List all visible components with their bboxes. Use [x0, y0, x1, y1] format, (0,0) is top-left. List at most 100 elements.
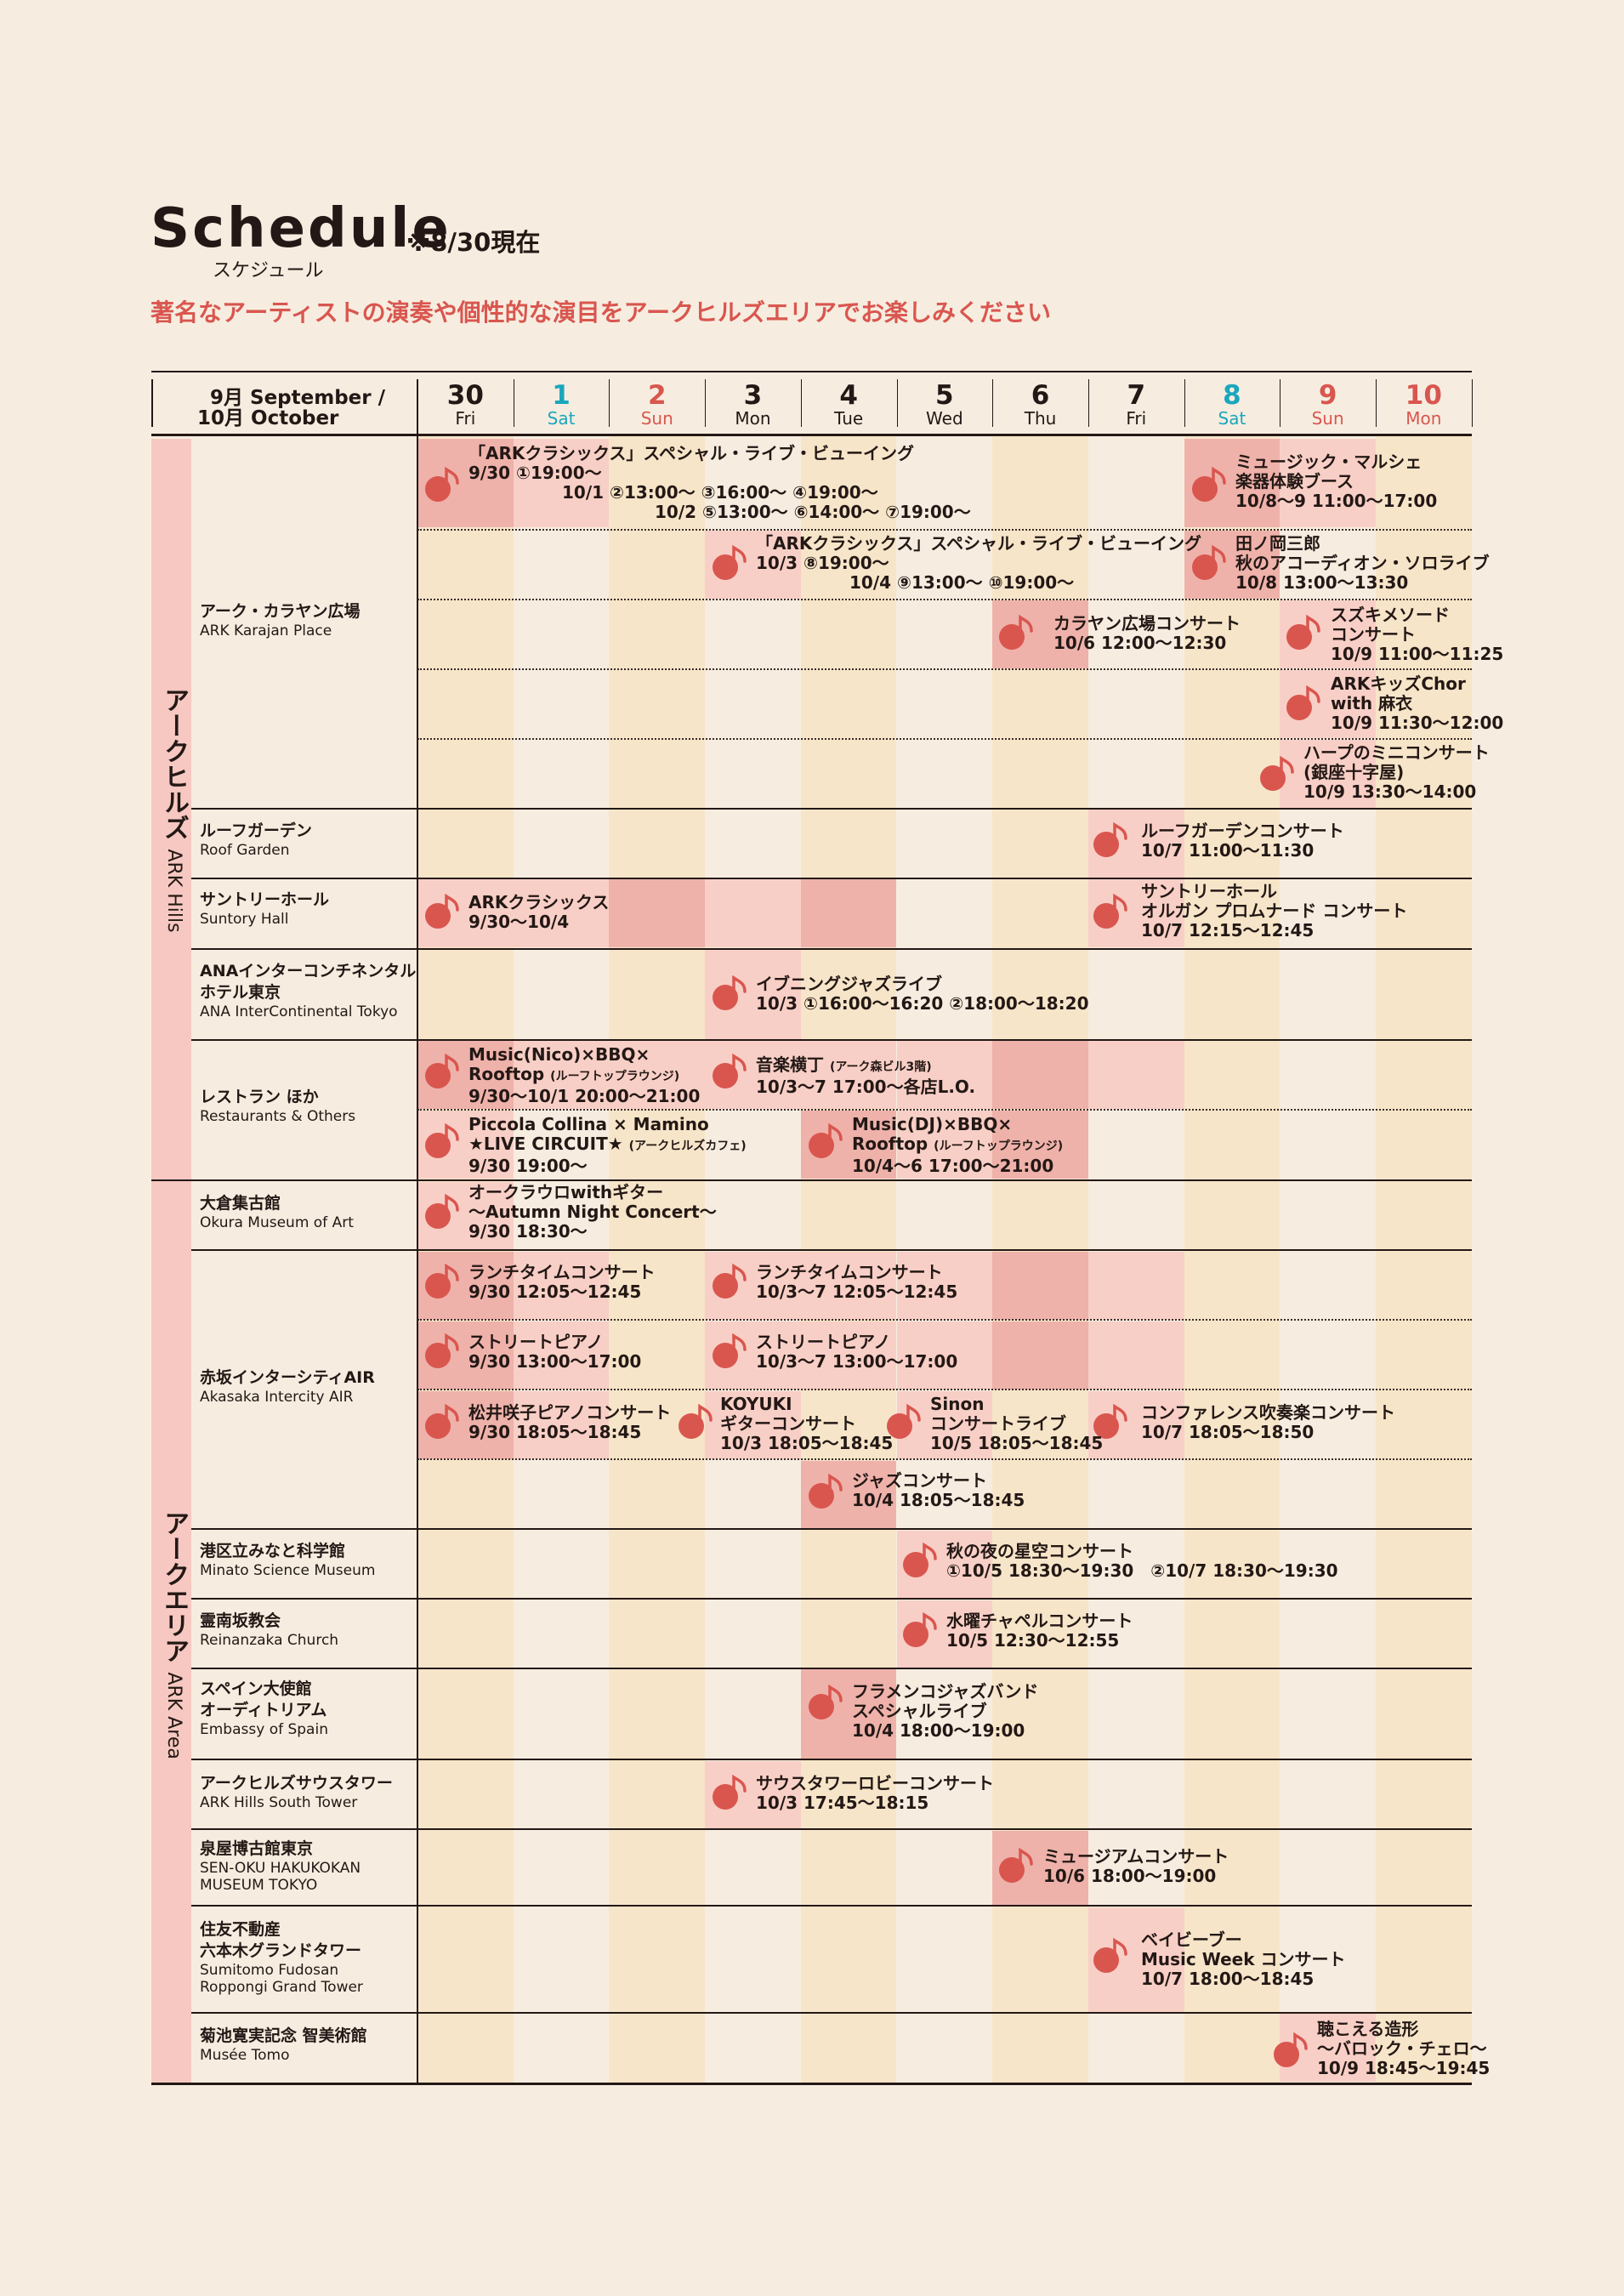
event-ark-classics-viewing-2: 「ARKクラシックス」スペシャル・ライブ・ビューイング 10/3 ⑧19:00〜… [756, 534, 1201, 593]
venue-tomo: 菊池寛実記念 智美術館 Musée Tomo [200, 2026, 367, 2064]
event-lunchtime-concert-2: ランチタイムコンサート 10/3〜7 12:05〜12:45 [756, 1263, 957, 1302]
music-note-icon [809, 1122, 843, 1158]
venue-suntory: サントリーホール Suntory Hall [200, 889, 329, 928]
venue-en: ARK Hills South Tower [200, 1794, 358, 1811]
event-title: ランチタイムコンサート [756, 1262, 943, 1282]
event-title: スズキメソード [1331, 605, 1450, 625]
event-location: (アーク森ビル3階) [829, 1060, 932, 1074]
area-bar-ark-area [151, 1180, 191, 2083]
venue-jp: 霊南坂教会 [200, 1611, 281, 1630]
event-highlight [896, 1321, 993, 1390]
event-highlight [992, 1252, 1088, 1320]
venue-okura: 大倉集古館 Okura Museum of Art [200, 1193, 354, 1231]
row-rule-dotted [417, 599, 1472, 600]
event-title: オルガン プロムナード コンサート [1141, 901, 1408, 921]
event-time: 9/30 18:30〜 [468, 1221, 588, 1242]
row-rule-dotted [417, 1389, 1472, 1390]
event-time: 10/7 18:00〜18:45 [1141, 1969, 1315, 1989]
row-rule [191, 808, 1472, 810]
venue-jp: ホテル東京 [200, 983, 281, 1002]
event-highlight [609, 1041, 706, 1109]
event-title: ARKクラシックス [468, 892, 610, 912]
day-separator [1471, 379, 1473, 427]
event-south-tower-lobby: サウスタワーロビーコンサート 10/3 17:45〜18:15 [756, 1774, 994, 1813]
venue-en: Minato Science Museum [200, 1562, 376, 1579]
area-jp: アークエリア [159, 1510, 189, 1663]
event-organ-promenade: サントリーホール オルガン プロムナード コンサート 10/7 12:15〜12… [1141, 882, 1407, 941]
music-note-icon [903, 1611, 937, 1647]
event-title: 〜Autumn Night Concert〜 [468, 1202, 717, 1222]
event-time: 10/4 18:00〜19:00 [852, 1720, 1025, 1741]
day-separator [800, 379, 802, 427]
day-separator [1184, 379, 1185, 427]
area-label-ark-area: アークエリア ARK Area [155, 1510, 192, 1759]
row-rule-dotted [417, 668, 1472, 670]
event-highlight [513, 1321, 610, 1390]
music-note-icon [999, 614, 1033, 650]
event-highlight [896, 1111, 993, 1179]
day-band [609, 435, 706, 2083]
event-time: 10/9 13:30〜14:00 [1303, 781, 1477, 802]
event-ark-kids-chor: ARKキッズChor with 麻衣 10/9 11:30〜12:00 [1331, 674, 1503, 733]
music-note-icon [713, 1774, 747, 1810]
row-rule [191, 948, 1472, 950]
venue-jp: アーク・カラヤン広場 [200, 602, 361, 621]
event-highlight [513, 1252, 610, 1320]
venue-restaurants: レストラン ほか Restaurants & Others [200, 1087, 355, 1125]
area-label-ark-hills: アークヒルズ ARK Hills [155, 687, 192, 933]
event-suzuki-method: スズキメソード コンサート 10/9 11:00〜11:25 [1331, 605, 1503, 664]
day-separator [417, 379, 418, 427]
venue-jp: 菊池寛実記念 智美術館 [200, 2026, 367, 2045]
event-time: 10/8〜9 11:00〜17:00 [1235, 491, 1438, 511]
header-top-rule [151, 371, 1472, 372]
music-note-icon [1093, 1403, 1127, 1439]
event-street-piano-1: ストリートピアノ 9/30 13:00〜17:00 [468, 1333, 641, 1372]
event-time: 10/4 ⑨13:00〜 ⑩19:00〜 [849, 572, 1075, 593]
event-time: 10/3 ①16:00〜16:20 ②18:00〜18:20 [756, 993, 1089, 1014]
day-number: 9 [1318, 380, 1337, 411]
venue-karajan: アーク・カラヤン広場 ARK Karajan Place [200, 601, 360, 639]
event-highlight [992, 1041, 1088, 1109]
event-music-dj-bbq: Music(DJ)×BBQ× Rooftop (ルーフトップラウンジ) 10/4… [852, 1115, 1063, 1176]
event-ongaku-yokocho: 音楽横丁 (アーク森ビル3階) 10/3〜7 17:00〜各店L.O. [756, 1055, 975, 1097]
event-time: 10/3 17:45〜18:15 [756, 1793, 929, 1813]
row-rule [191, 1598, 1472, 1600]
event-time: 10/3〜7 12:05〜12:45 [756, 1282, 958, 1302]
event-highlight [513, 1041, 610, 1109]
day-separator [896, 379, 898, 427]
row-rule [191, 1249, 1472, 1251]
row-rule [191, 1528, 1472, 1530]
day-number: 2 [647, 380, 667, 411]
event-time: 10/5 18:05〜18:45 [930, 1433, 1104, 1453]
day-number: 4 [839, 380, 858, 411]
day-name: Fri [1126, 408, 1147, 429]
event-title: 秋のアコーディオン・ソロライブ [1235, 553, 1490, 573]
venue-jp: 泉屋博古館東京 [200, 1839, 314, 1858]
day-band [1376, 435, 1472, 2083]
venue-en: Roppongi Grand Tower [200, 1979, 363, 1996]
tagline: 著名なアーティストの演奏や個性的な演目をアークヒルズエリアでお楽しみください [150, 298, 1051, 327]
day-number: 1 [552, 380, 571, 411]
venue-en: SEN-OKU HAKUKOKAN [200, 1860, 361, 1877]
music-note-icon [425, 1122, 459, 1158]
event-title: ストリートピアノ [756, 1332, 891, 1352]
event-title: 〜バロック・チェロ〜 [1317, 2038, 1487, 2059]
event-title: (銀座十字屋) [1303, 762, 1405, 782]
venue-jp: 六本木グランドタワー [200, 1941, 362, 1960]
event-roof-garden-concert: ルーフガーデンコンサート 10/7 11:00〜11:30 [1141, 821, 1344, 861]
venue-column-rule [417, 379, 418, 2084]
day-name: Mon [735, 408, 771, 429]
event-title: サウスタワーロビーコンサート [756, 1773, 994, 1793]
row-rule [191, 1759, 1472, 1760]
event-highlight [800, 879, 897, 947]
venue-akasaka: 赤坂インターシティAIR Akasaka Intercity AIR [200, 1367, 375, 1406]
event-time: 10/5 12:30〜12:55 [946, 1630, 1120, 1651]
music-note-icon [1192, 466, 1226, 502]
event-time: 10/4 18:05〜18:45 [852, 1490, 1025, 1510]
area-en: ARK Area [163, 1672, 185, 1759]
event-time: 10/7 18:05〜18:50 [1141, 1422, 1315, 1442]
event-highlight [1280, 439, 1376, 527]
day-name: Sat [1218, 408, 1246, 429]
venue-south-tower: アークヒルズサウスタワー ARK Hills South Tower [200, 1773, 393, 1811]
event-harp-mini-concert: ハープのミニコンサート (銀座十字屋) 10/9 13:30〜14:00 [1303, 743, 1490, 802]
